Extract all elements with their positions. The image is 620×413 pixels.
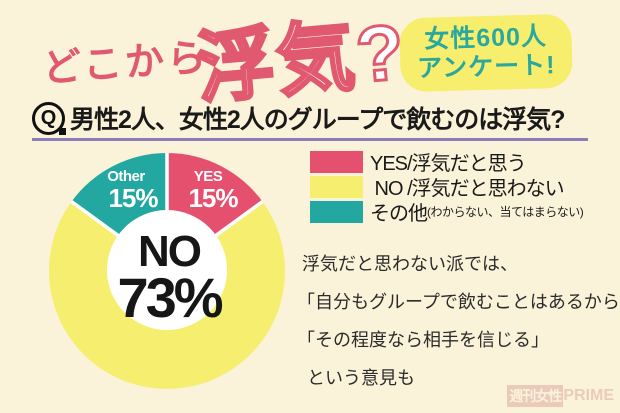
note-line: 浮気だと思わない派では、 <box>297 254 518 274</box>
note-line: という意見も <box>297 368 416 388</box>
note-line: 「自分もグループで飲むことはあるから」 <box>297 292 620 312</box>
legend-swatch-no <box>310 175 363 198</box>
legend-label-other: その他 <box>370 203 428 225</box>
question-text: 男性2人、女性2人のグループで飲むのは浮気? <box>70 106 566 134</box>
question-icon-glyph: Q <box>40 106 57 129</box>
notes: 浮気だと思わない派では、 「自分もグループで飲むことはあるから」 「その程度なら… <box>297 245 620 397</box>
survey-badge-line2: アンケート! <box>416 51 556 83</box>
legend: YES/浮気だと思う NO /浮気だと思わない その他 (わからない、当てはまら… <box>310 149 584 225</box>
watermark-logo-right: PRIME <box>563 387 614 404</box>
slice-value-no: 73% <box>117 266 222 329</box>
legend-label-yes: YES/浮気だと思う <box>370 153 527 175</box>
watermark-logo-left: 週刊女性 <box>507 385 564 407</box>
legend-swatch-other <box>310 200 363 223</box>
question-icon: Q <box>32 101 66 135</box>
page-title-script: どこから <box>40 36 211 91</box>
slice-label-other: Other <box>107 168 145 185</box>
question-row: Q 男性2人、女性2人のグループで飲むのは浮気? <box>32 100 566 136</box>
survey-badge-line1: 女性600人 <box>423 22 548 54</box>
legend-label-no: NO /浮気だと思わない <box>370 178 565 200</box>
question-underline <box>32 138 588 141</box>
legend-row-yes: YES/浮気だと思う <box>310 149 583 175</box>
pie-center-disc <box>107 210 227 330</box>
legend-swatch-yes <box>310 150 363 173</box>
slice-label-yes: YES <box>194 168 223 185</box>
legend-row-no: NO /浮気だと思わない <box>310 174 583 200</box>
survey-badge: 女性600人 アンケート! <box>399 13 573 93</box>
watermark: 週刊女性 PRIME <box>507 385 614 407</box>
note-line: 「その程度なら相手を信じる」 <box>297 330 549 350</box>
pie-chart: Other 15% YES 15% NO 73% <box>48 152 285 389</box>
slice-value-yes: 15% <box>188 183 238 213</box>
legend-row-other: その他 (わからない、当てはまらない) <box>310 199 584 225</box>
slice-label-no: NO <box>138 227 201 276</box>
legend-sublabel-other: (わからない、当てはまらない) <box>427 205 584 219</box>
slice-value-other: 15% <box>108 183 158 213</box>
